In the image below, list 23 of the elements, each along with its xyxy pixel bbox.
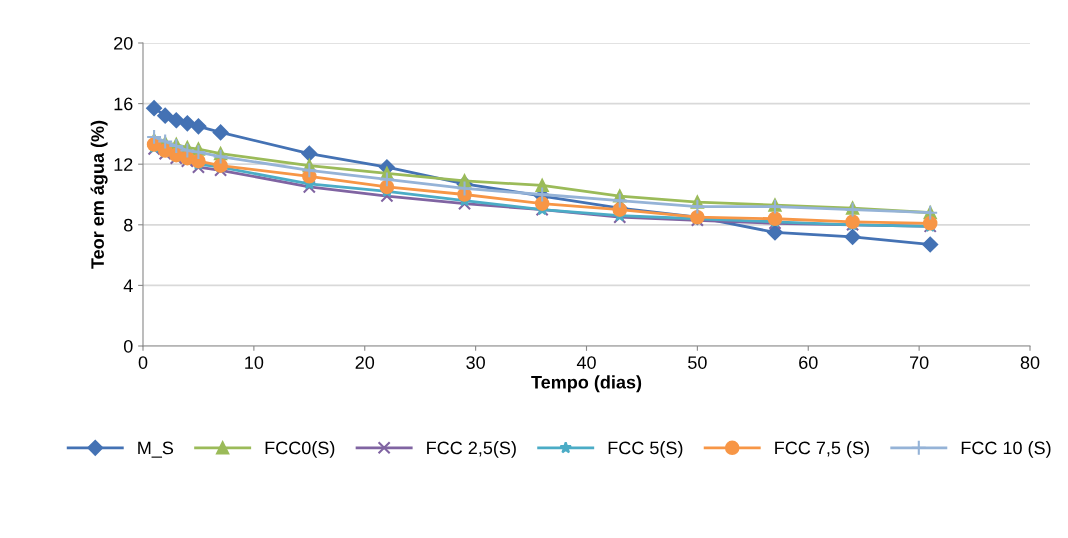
y-tick-label: 16: [114, 97, 133, 111]
y-tick-label: 12: [114, 158, 133, 171]
y-tick-label: 20: [114, 36, 133, 50]
legend-label: FCC 7,5 (S): [775, 441, 869, 458]
y-axis-title: Teor em água (%): [90, 120, 108, 269]
x-tick-label: 10: [245, 356, 264, 369]
legend-label: M_S: [138, 441, 174, 458]
x-tick-label: 70: [910, 356, 929, 369]
y-tick-label: 4: [123, 279, 133, 292]
x-tick-label: 50: [688, 356, 707, 369]
x-tick-label: 80: [1020, 356, 1040, 369]
legend-label: FCC0(S): [265, 441, 335, 458]
x-tick-label: 20: [355, 356, 375, 369]
legend-label: FCC 5(S): [608, 441, 683, 458]
x-tick-label: 60: [799, 356, 818, 369]
x-tick-label: 0: [138, 356, 148, 369]
y-tick-label: 8: [124, 218, 133, 232]
y-tick-label: 0: [123, 339, 133, 353]
x-tick-label: 30: [466, 356, 485, 369]
legend-label: FCC 2,5(S): [427, 441, 516, 458]
legend-label: FCC 10 (S): [961, 441, 1051, 458]
x-axis-title: Tempo (dias): [531, 375, 642, 393]
x-tick-label: 40: [576, 356, 596, 369]
